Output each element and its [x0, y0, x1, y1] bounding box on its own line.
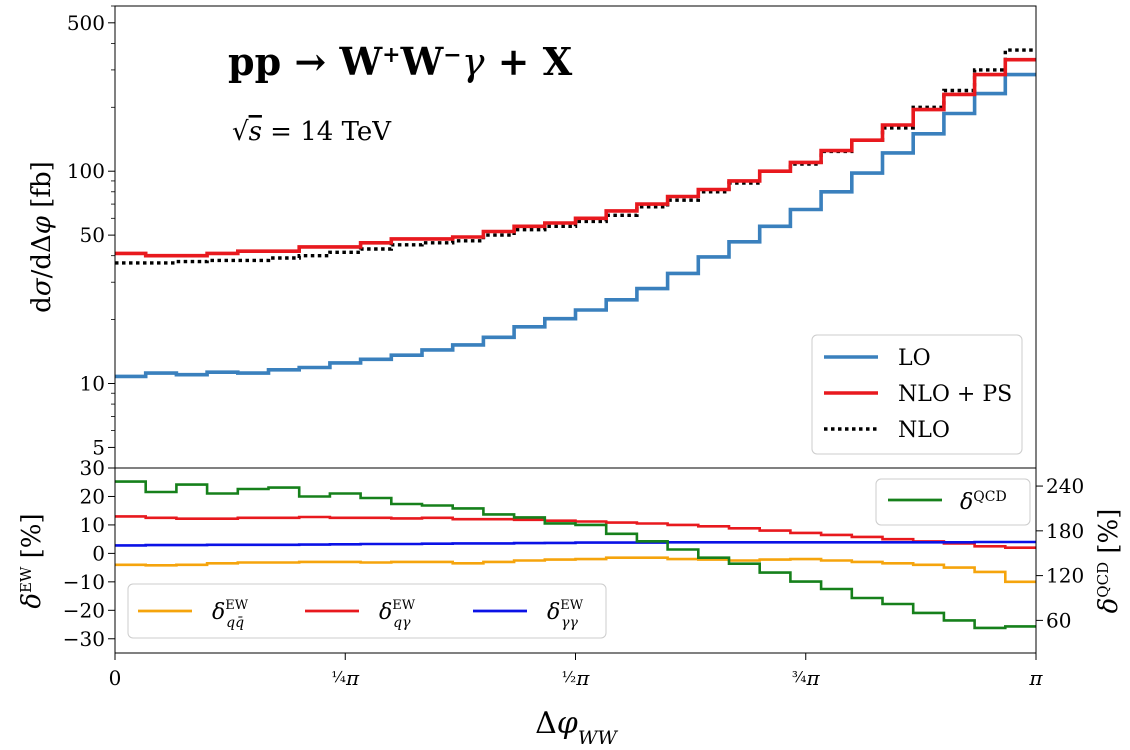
ratio-ytick-right-label: 180: [1046, 519, 1084, 543]
delta-ew-gammagamma-line: [115, 540, 1036, 547]
ratio-ytick-label: −30: [63, 627, 105, 651]
xtick-label: π: [1028, 666, 1043, 690]
ratio-series-group: [115, 480, 1036, 630]
ratio-ytick-label: 0: [92, 541, 105, 565]
x-axis-label: ΔφWW: [535, 706, 618, 746]
chart-title: pp → W+W−γ + X: [228, 39, 573, 84]
ew-legend-label: δEW qγ: [379, 598, 416, 631]
ratio-ytick-label: 10: [80, 513, 105, 537]
qcd-legend-label: δQCD: [960, 489, 1007, 515]
ratio-y-axis-right-label: δQCD [%]: [1094, 509, 1124, 614]
ratio-ytick-right-label: 60: [1046, 608, 1071, 632]
main-legend-label: NLO + PS: [898, 382, 1012, 407]
main-ytick-label: 100: [67, 159, 105, 183]
xtick-label: ½π: [562, 666, 591, 690]
ratio-ytick-right-label: 240: [1046, 474, 1084, 498]
qcd-legend-box: [875, 478, 1031, 526]
delta-ew-qgamma-line: [115, 515, 1036, 549]
main-series-group: [115, 48, 1036, 379]
ratio-ytick-label: 30: [80, 456, 105, 480]
ew-legend-box: [127, 583, 607, 639]
main-ytick-label: 50: [80, 223, 105, 247]
delta-ew-qqbar-line: [115, 556, 1036, 584]
nlo-ps-step-line: [115, 57, 1036, 258]
ratio-ytick-right-label: 120: [1046, 564, 1084, 588]
lo-step-line: [115, 72, 1036, 379]
xtick-label: 0: [109, 666, 122, 690]
ew-legend-label: δEW qq̄: [212, 598, 249, 631]
main-legend-label: NLO: [898, 418, 950, 443]
ratio-ytick-label: −20: [63, 598, 105, 622]
ew-legend-label: δEW γγ: [547, 598, 584, 631]
main-legend-box: [811, 334, 1023, 455]
delta-qcd-line: [115, 480, 1036, 630]
ratio-y-axis-label: δEW [%]: [17, 513, 47, 608]
xtick-label: ¾π: [792, 666, 821, 690]
main-ytick-label: 5: [92, 435, 105, 459]
ratio-ytick-label: −10: [63, 570, 105, 594]
ratio-ytick-label: 20: [80, 484, 105, 508]
chart-subtitle: √s = 14 TeV: [232, 117, 392, 147]
main-ytick-label: 500: [67, 11, 105, 35]
main-legend-label: LO: [898, 346, 931, 371]
xtick-label: ¼π: [331, 666, 360, 690]
main-ytick-label: 10: [80, 372, 105, 396]
main-y-axis-label: dσ/dΔφ [fb]: [27, 161, 57, 313]
